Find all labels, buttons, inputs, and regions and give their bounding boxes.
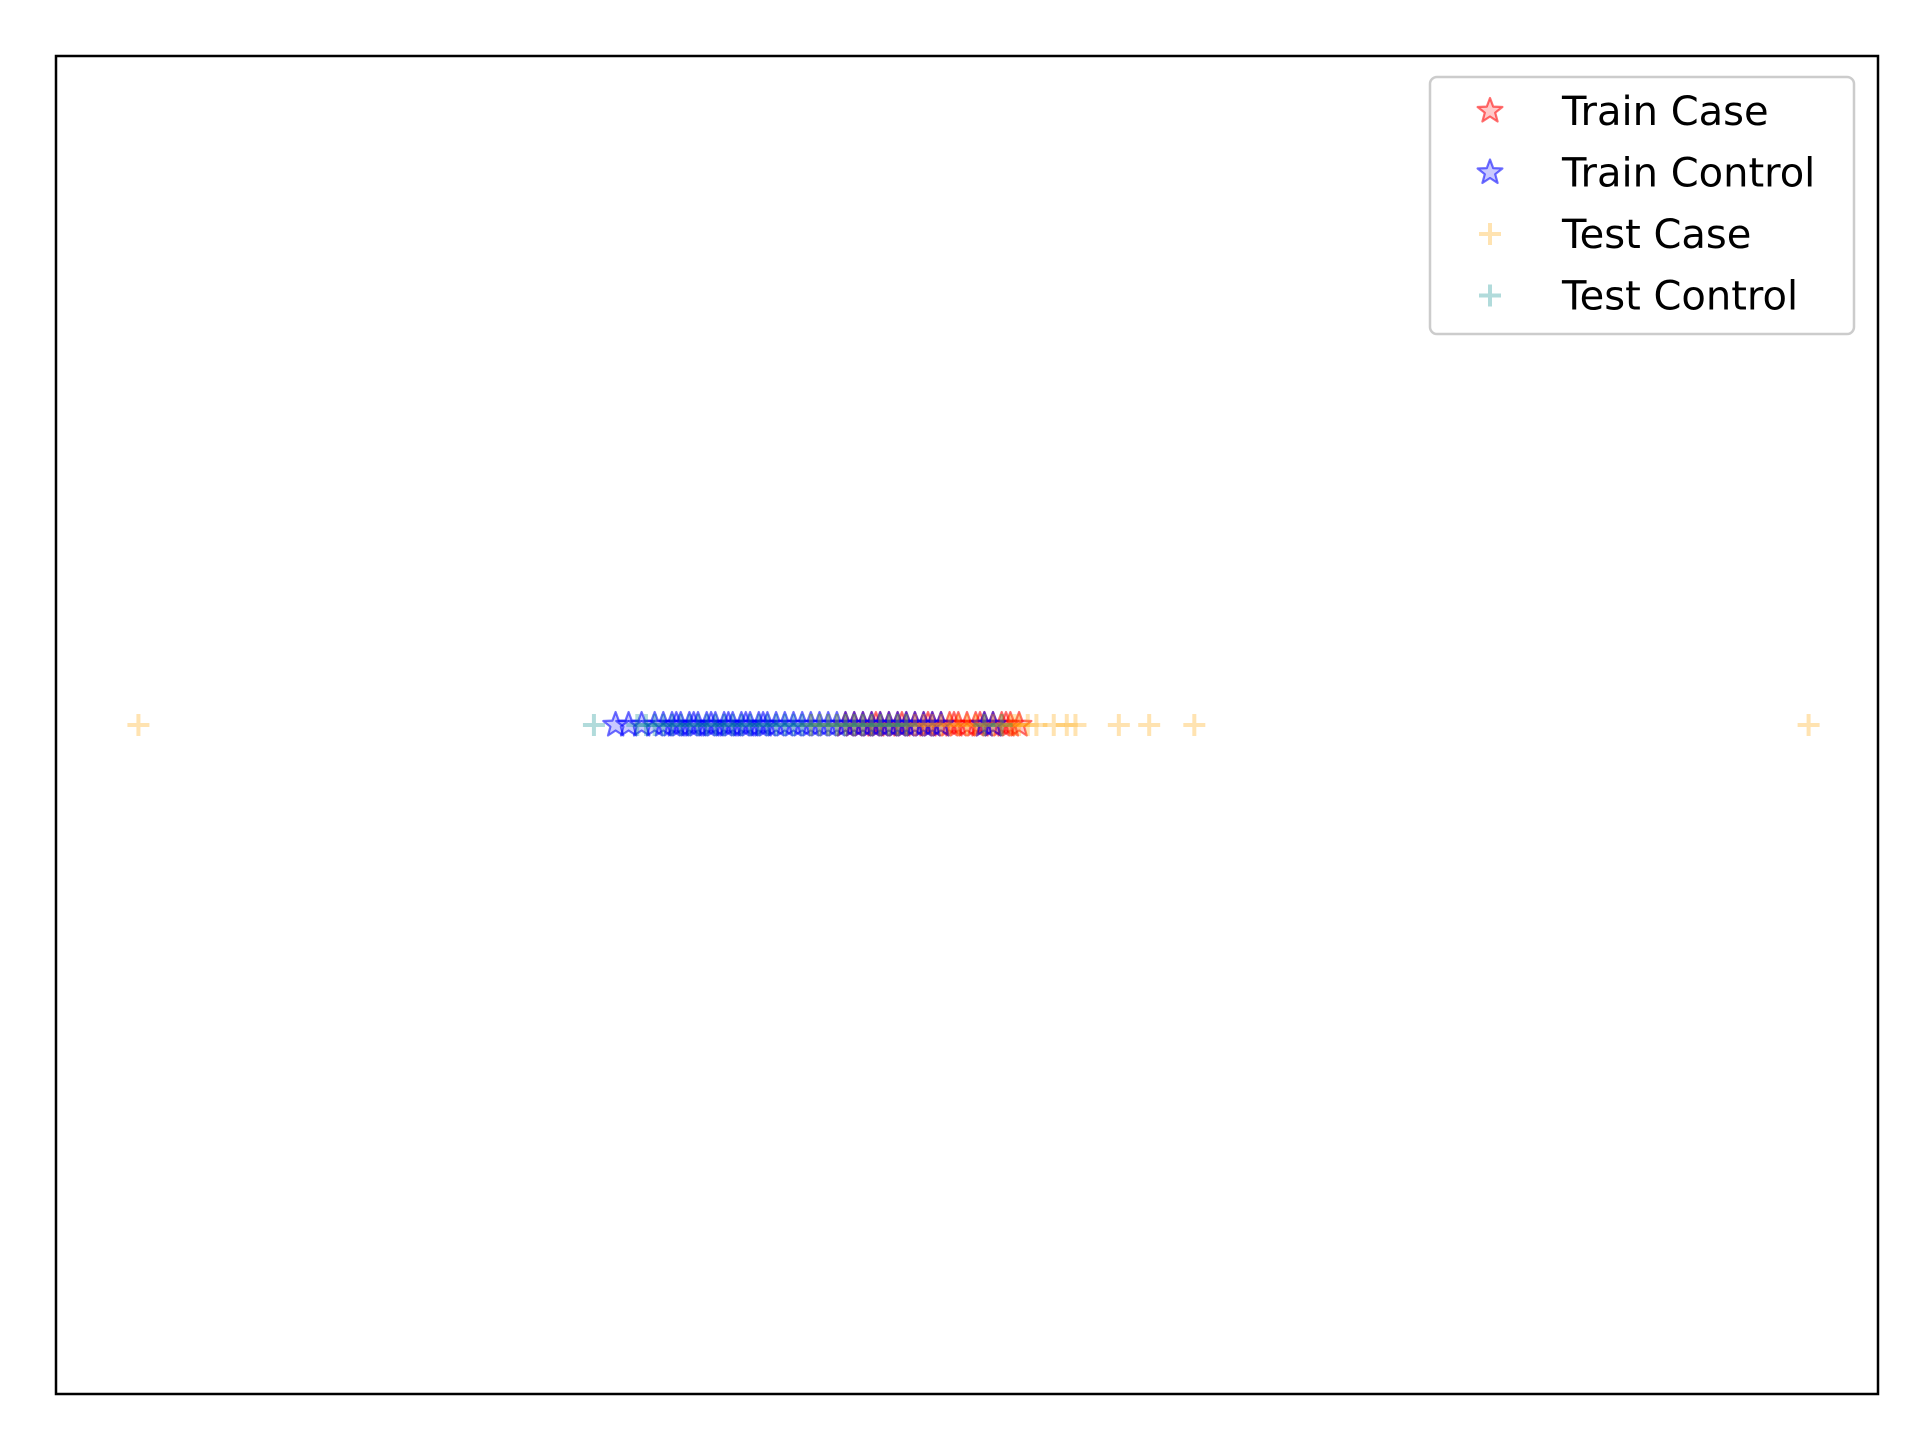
- point-test-case: [877, 714, 900, 736]
- legend-frame: [1428, 75, 1856, 336]
- legend-item-train-control: Train Control: [1476, 151, 1815, 197]
- point-test-case: [886, 714, 909, 736]
- legend: Train Case Train Control Test Case Test Con…: [1428, 75, 1856, 336]
- point-test-case: [1042, 714, 1065, 736]
- point-test-control: [626, 714, 649, 736]
- point-test-case: [1107, 714, 1130, 736]
- point-test-control: [756, 714, 779, 736]
- point-test-control: [713, 714, 736, 736]
- data-marks: [127, 710, 1820, 737]
- point-test-control: [634, 714, 657, 736]
- point-test-control: [990, 714, 1013, 736]
- point-test-control: [799, 714, 822, 736]
- point-test-case: [799, 714, 822, 736]
- point-test-case: [825, 714, 848, 736]
- legend-marker-test-case: [1479, 223, 1501, 245]
- legend-label-train-control: Train Control: [1561, 151, 1815, 197]
- legend-label-train-case: Train Case: [1561, 89, 1769, 135]
- point-test-case: [869, 714, 892, 736]
- point-test-control: [834, 714, 857, 736]
- legend-item-train-case: Train Case: [1476, 89, 1769, 135]
- point-test-case: [1138, 714, 1161, 736]
- point-test-control: [765, 714, 788, 736]
- point-test-case: [895, 714, 918, 736]
- point-test-control: [661, 714, 684, 736]
- point-test-case: [1797, 714, 1820, 736]
- point-test-control: [678, 714, 701, 736]
- point-test-case: [817, 714, 840, 736]
- point-test-control: [895, 714, 918, 736]
- point-test-case: [990, 714, 1013, 736]
- point-test-control: [869, 714, 892, 736]
- point-test-case: [843, 714, 866, 736]
- legend-label-test-control: Test Control: [1561, 274, 1798, 320]
- point-test-control: [582, 714, 605, 736]
- point-test-control: [730, 714, 753, 736]
- point-test-case: [1064, 714, 1087, 736]
- point-test-control: [886, 714, 909, 736]
- series-train-control: [602, 710, 1007, 737]
- point-test-case: [973, 714, 996, 736]
- point-test-control: [791, 714, 814, 736]
- point-test-case: [964, 714, 987, 736]
- series-test-case: [127, 714, 1820, 736]
- point-test-case: [1003, 714, 1026, 736]
- point-test-control: [843, 714, 866, 736]
- point-test-control: [669, 714, 692, 736]
- point-test-case: [999, 714, 1022, 736]
- point-test-control: [782, 714, 805, 736]
- point-test-control: [687, 714, 710, 736]
- point-test-case: [1183, 714, 1206, 736]
- point-train-control: [979, 710, 1007, 737]
- legend-item-test-control: Test Control: [1479, 274, 1798, 320]
- point-test-control: [704, 714, 727, 736]
- point-test-case: [1008, 714, 1031, 736]
- legend-items: Train Case Train Control Test Case Test Con…: [1476, 89, 1815, 320]
- point-test-case: [903, 714, 926, 736]
- point-test-case: [851, 714, 874, 736]
- point-test-case: [929, 714, 952, 736]
- point-test-control: [851, 714, 874, 736]
- point-test-case: [947, 714, 970, 736]
- point-test-control: [773, 714, 796, 736]
- legend-label-test-case: Test Case: [1561, 212, 1751, 258]
- point-test-case: [808, 714, 831, 736]
- point-test-case: [860, 714, 883, 736]
- point-test-control: [747, 714, 770, 736]
- point-test-control: [860, 714, 883, 736]
- point-train-control: [927, 710, 955, 737]
- point-test-case: [834, 714, 857, 736]
- point-test-case: [982, 714, 1005, 736]
- point-test-case: [956, 714, 978, 736]
- legend-marker-train-case: [1476, 96, 1504, 123]
- series-test-control: [582, 714, 1013, 736]
- point-test-control: [695, 714, 718, 736]
- point-test-case: [1055, 714, 1078, 736]
- point-test-case: [921, 714, 944, 736]
- point-test-control: [877, 714, 900, 736]
- point-test-control: [825, 714, 848, 736]
- legend-marker-test-control: [1479, 284, 1501, 307]
- legend-marker-train-control: [1476, 158, 1504, 185]
- point-test-control: [643, 714, 666, 736]
- point-test-case: [127, 714, 150, 736]
- point-test-control: [817, 714, 840, 736]
- point-test-case: [912, 714, 935, 736]
- legend-item-test-case: Test Case: [1479, 212, 1751, 258]
- point-test-control: [652, 714, 675, 736]
- point-test-case: [1025, 714, 1048, 736]
- point-train-control: [749, 710, 777, 737]
- point-test-case: [938, 714, 961, 736]
- point-test-control: [973, 714, 996, 736]
- point-test-control: [739, 714, 762, 736]
- point-test-control: [808, 714, 831, 736]
- point-test-case: [1016, 714, 1039, 736]
- point-test-control: [721, 714, 744, 736]
